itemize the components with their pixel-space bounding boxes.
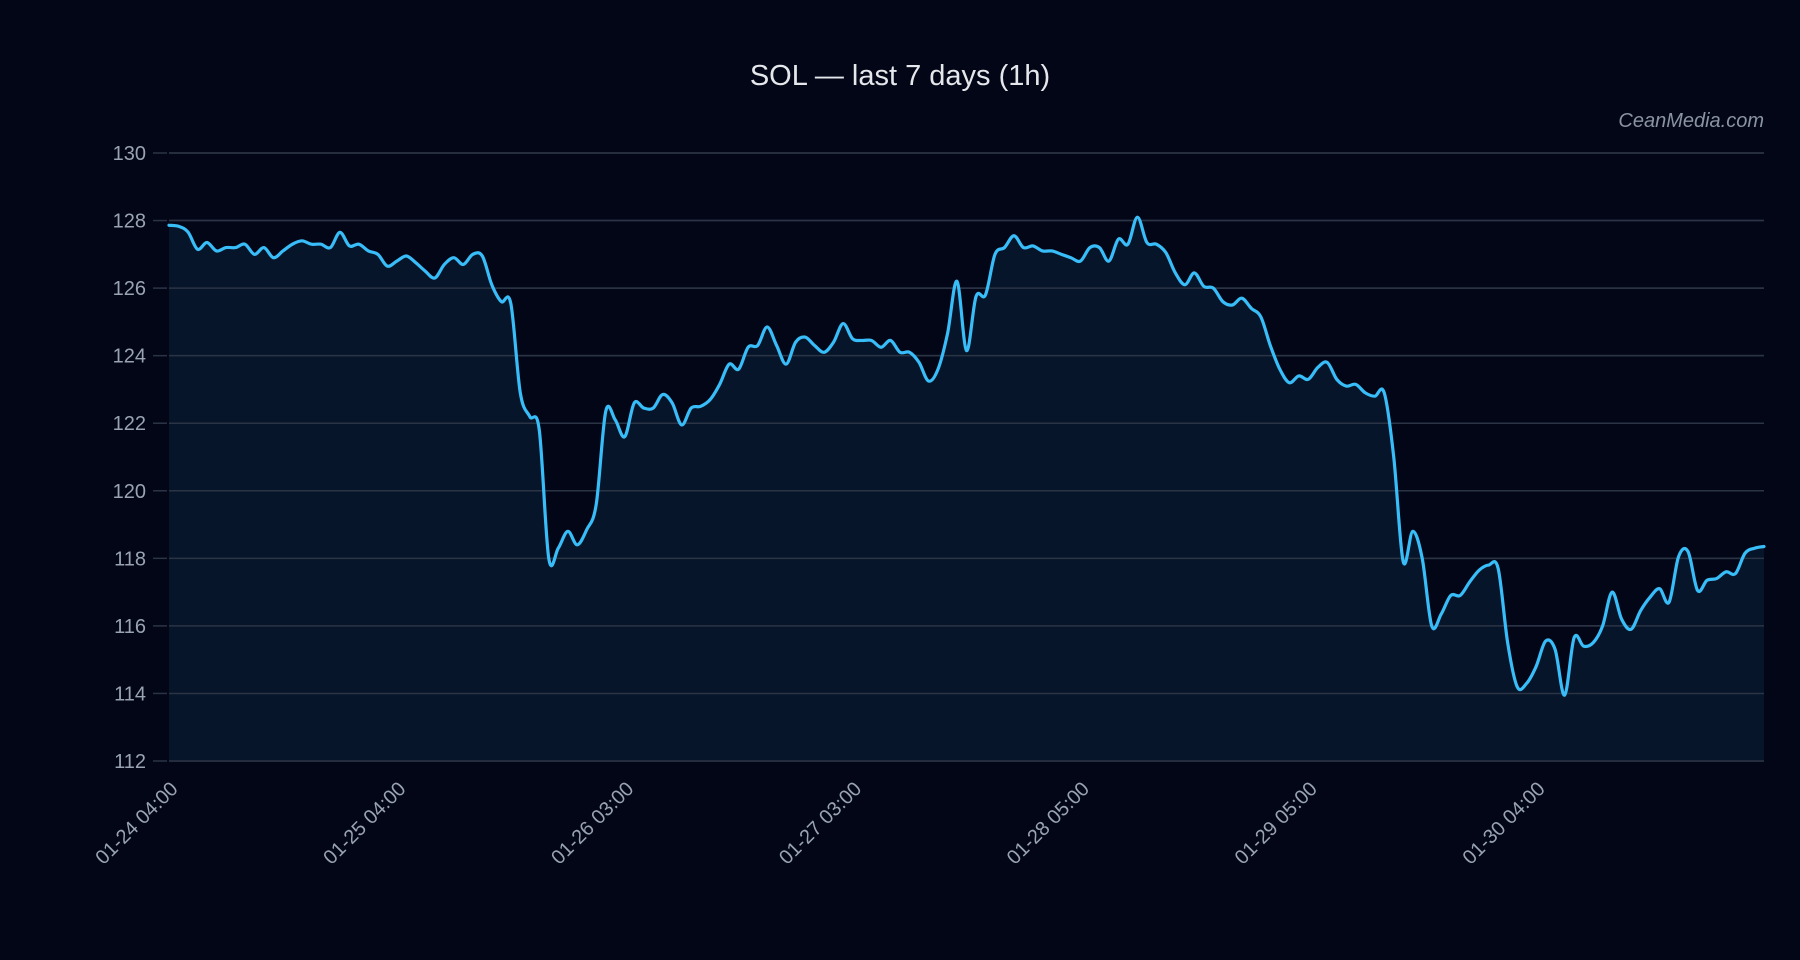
area-fill (169, 152, 1764, 762)
area-fill-path (169, 217, 1764, 761)
y-tick-label: 112 (114, 751, 146, 773)
y-tick-label: 120 (113, 481, 146, 503)
y-tick-label: 122 (113, 413, 146, 435)
watermark: CeanMedia.com (1618, 110, 1764, 132)
y-tick-label: 124 (113, 346, 146, 368)
series-line-path (167, 215, 1766, 697)
y-tick-label: 116 (114, 616, 146, 638)
y-tick-label: 118 (114, 548, 146, 570)
y-axis: 112 114 116 118 120 122 124 126 128 130 (113, 143, 167, 773)
y-tick-label: 130 (113, 143, 146, 165)
chart-title: SOL — last 7 days (1h) (750, 60, 1050, 92)
y-tick-label: 128 (113, 211, 146, 233)
y-tick-label: 114 (114, 683, 146, 705)
series-line (167, 215, 1766, 697)
y-tick-label: 126 (113, 278, 146, 300)
